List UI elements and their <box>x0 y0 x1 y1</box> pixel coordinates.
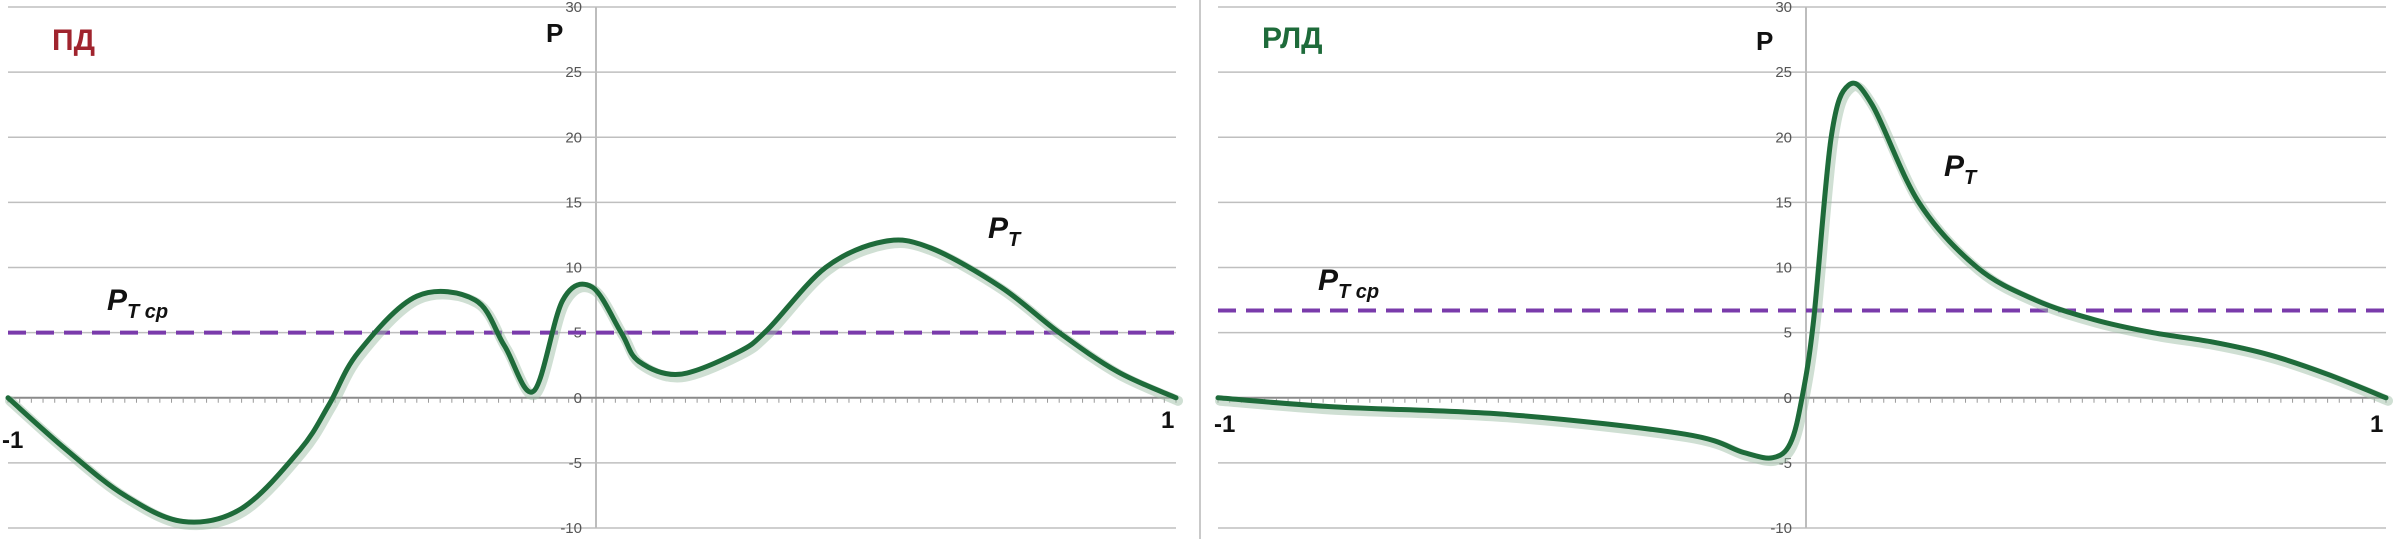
x-axis-start-label: -1 <box>1214 411 1235 438</box>
y-tick-label: 15 <box>1775 194 1792 211</box>
y-tick-label: 0 <box>574 390 582 407</box>
x-axis-start-label: -1 <box>2 427 23 454</box>
grid-lines <box>8 6 1176 529</box>
y-tick-label: 15 <box>565 194 582 211</box>
y-tick-label: 25 <box>565 64 582 81</box>
x-axis-end-label: 1 <box>1161 407 1174 434</box>
series-curve-shadow <box>1215 81 2393 467</box>
series-curve-line <box>5 237 1179 525</box>
y-tick-label: 25 <box>1775 64 1792 81</box>
annotation-pt-cp: PT cp <box>107 284 168 323</box>
y-axis-label: P <box>1756 26 1773 56</box>
annotation-pt-cp: PT cp <box>1318 264 1379 303</box>
x-axis-minor-ticks <box>7 397 1177 403</box>
y-tick-label: 20 <box>1775 129 1792 146</box>
y-tick-label: 30 <box>1775 0 1792 16</box>
chart-title: РЛД <box>1262 22 1323 55</box>
y-tick-label: 20 <box>565 129 582 146</box>
y-tick-label: 5 <box>1784 325 1792 342</box>
grid-lines <box>1218 6 2386 529</box>
y-tick-label: 10 <box>565 260 582 277</box>
y-tick-label: -10 <box>1770 520 1792 537</box>
chart-title: ПД <box>52 24 95 57</box>
y-tick-label: -5 <box>569 455 582 472</box>
y-tick-label: 30 <box>565 0 582 16</box>
series-curve-line <box>1215 80 2389 461</box>
annotation-pt: PT <box>988 212 1022 251</box>
annotation-pt: PT <box>1944 150 1978 189</box>
x-axis-minor-ticks <box>1217 397 2387 403</box>
y-tick-label: -10 <box>560 520 582 537</box>
y-axis-label: P <box>546 18 563 48</box>
x-axis-end-label: 1 <box>2370 411 2383 438</box>
y-tick-label: 0 <box>1784 390 1792 407</box>
y-tick-label: 10 <box>1775 260 1792 277</box>
